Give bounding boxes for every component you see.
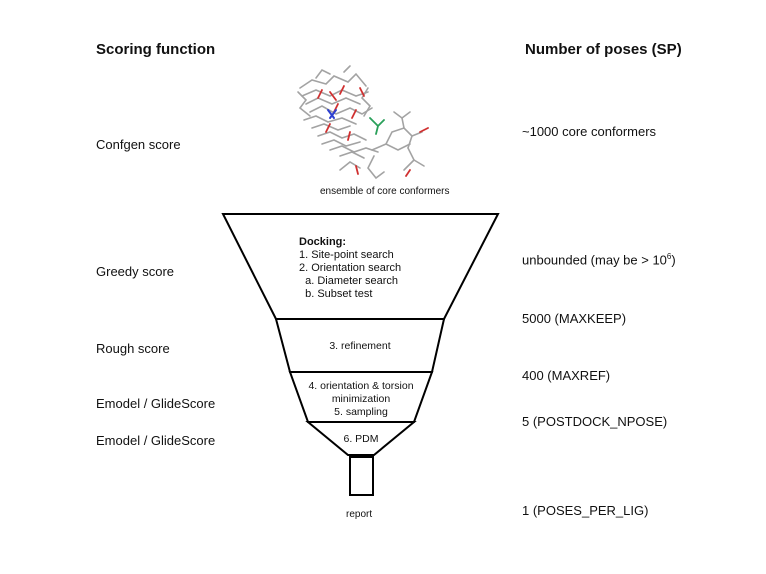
confgen-poses-label: ~1000 core conformers — [522, 124, 657, 139]
postdock-npose-label: 5 (POSTDOCK_NPOSE) — [522, 414, 668, 429]
confgen-score-label: Confgen score — [96, 137, 181, 152]
emodel-glidescore-label-1: Emodel / GlideScore — [96, 396, 216, 411]
funnel-stage-pdm — [305, 421, 417, 456]
pdm-label: 6. PDM — [343, 433, 379, 445]
docking-step-2b: b. Subset test — [299, 288, 373, 300]
refinement-label: 3. refinement — [329, 340, 391, 352]
sampling-label: 5. sampling — [334, 406, 388, 418]
funnel-spout — [349, 456, 374, 496]
greedy-poses-text: unbounded (may be > 10 — [522, 252, 667, 268]
molecule-caption: ensemble of core conformers — [320, 186, 450, 197]
docking-step-2a: a. Diameter search — [299, 275, 399, 287]
maxkeep-label: 5000 (MAXKEEP) — [522, 311, 627, 326]
poses-per-lig-label: 1 (POSES_PER_LIG) — [522, 503, 649, 518]
minimization-line-1: 4. orientation & torsion — [308, 380, 414, 392]
docking-steps: Docking: 1. Site-point search 2. Orienta… — [299, 236, 401, 301]
maxref-label: 400 (MAXREF) — [522, 368, 611, 383]
report-label: report — [346, 509, 373, 520]
emodel-glidescore-label-2: Emodel / GlideScore — [96, 433, 216, 448]
scoring-function-header: Scoring function — [96, 41, 216, 58]
minimization-line-2: minimization — [331, 393, 391, 405]
minimization-text: 4. orientation & torsion minimization 5.… — [290, 380, 432, 419]
rough-score-label: Rough score — [96, 341, 170, 356]
greedy-poses-label: unbounded (may be > 106) — [522, 252, 676, 267]
docking-step-1: 1. Site-point search — [299, 249, 394, 261]
greedy-poses-exponent: 6 — [666, 252, 672, 261]
greedy-poses-close: ) — [671, 252, 676, 268]
docking-step-2: 2. Orientation search — [299, 262, 402, 274]
number-of-poses-header: Number of poses (SP) — [525, 41, 682, 58]
molecule-ensemble-image — [297, 65, 429, 180]
greedy-score-label: Greedy score — [96, 264, 175, 279]
docking-title: Docking: — [299, 236, 347, 248]
